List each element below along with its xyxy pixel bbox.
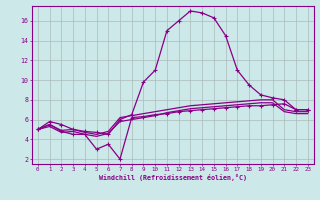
X-axis label: Windchill (Refroidissement éolien,°C): Windchill (Refroidissement éolien,°C) <box>99 174 247 181</box>
